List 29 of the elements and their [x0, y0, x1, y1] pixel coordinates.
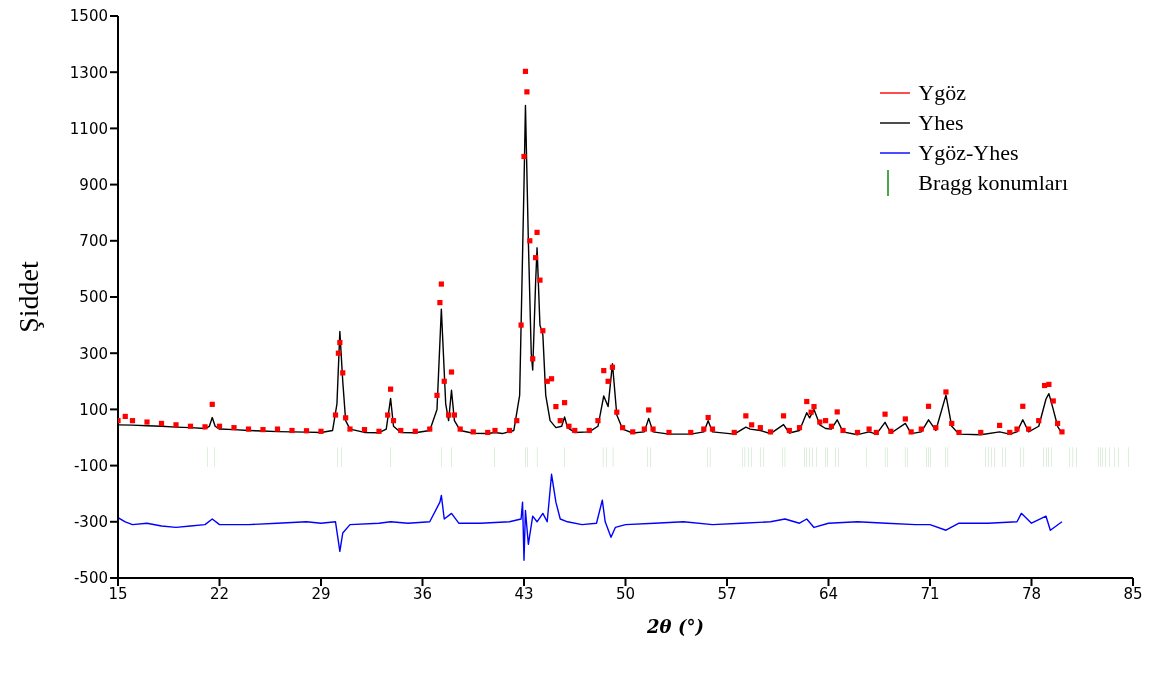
legend-label: Yhes: [918, 109, 964, 137]
y-tick-label: 700: [79, 232, 108, 251]
y-tick-label: 300: [79, 344, 108, 363]
y-axis-title: Şiddet: [12, 261, 44, 333]
y-tick-label: 100: [79, 400, 108, 419]
x-tick-label: 29: [311, 584, 331, 603]
y-tick-label: -100: [73, 456, 108, 475]
legend-label: Ygöz-Yhes: [918, 139, 1019, 167]
y-tick-label: 1500: [69, 7, 108, 26]
y-tick-label: 500: [79, 288, 108, 307]
x-tick-label: 15: [108, 584, 128, 603]
x-tick-label: 78: [1021, 584, 1042, 603]
x-tick-label: 85: [1123, 584, 1143, 603]
y-tick-label: -300: [73, 513, 108, 532]
x-tick-label: 64: [818, 584, 839, 603]
y-tick-label: 900: [79, 175, 108, 194]
line-series: [118, 473, 1063, 561]
y-tick-label: 1300: [69, 63, 108, 82]
legend-label: Ygöz: [918, 79, 966, 107]
x-tick-label: 57: [717, 584, 737, 603]
x-axis-title: 2θ (°): [646, 616, 704, 637]
legend-label: Bragg konumları: [918, 169, 1068, 197]
y-tick-label: -500: [73, 569, 108, 588]
x-tick-label: 50: [615, 584, 636, 603]
x-tick-label: 43: [514, 584, 534, 603]
x-tick-label: 36: [412, 584, 433, 603]
y-tick-label: 1100: [69, 119, 108, 138]
x-tick-label: 22: [209, 584, 230, 603]
x-tick-label: 71: [920, 584, 940, 603]
